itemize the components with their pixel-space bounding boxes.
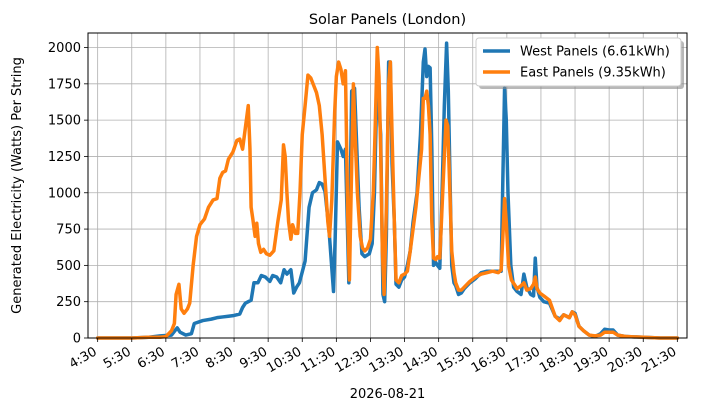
x-tick-label: 21:30: [639, 344, 679, 376]
x-tick-label: 11:30: [298, 344, 338, 376]
x-tick-label: 20:30: [605, 344, 645, 376]
x-tick-label: 4:30: [67, 344, 100, 372]
x-tick-label: 16:30: [469, 344, 509, 376]
x-tick-label: 14:30: [401, 344, 441, 376]
y-tick-label: 2000: [48, 41, 81, 56]
x-tick-label: 7:30: [169, 344, 202, 372]
x-tick-label: 9:30: [237, 344, 270, 372]
legend-label-east: East Panels (9.35kWh): [520, 66, 666, 81]
x-tick-label: 15:30: [435, 344, 475, 376]
y-tick-label: 1500: [48, 114, 81, 129]
chart-title: Solar Panels (London): [309, 12, 466, 28]
legend: West Panels (6.61kWh) East Panels (9.35k…: [475, 37, 684, 89]
x-tick-label: 12:30: [333, 344, 373, 376]
y-tick-label: 1250: [48, 150, 81, 165]
x-ticks: 4:30 5:30 6:30 7:30 8:30 9:3010:3011:3012:301…: [67, 338, 679, 376]
legend-label-west: West Panels (6.61kWh): [520, 45, 670, 60]
x-tick-label: 6:30: [135, 344, 168, 372]
x-tick-label: 17:30: [503, 344, 543, 376]
x-tick-label: 8:30: [203, 344, 236, 372]
y-tick-label: 0: [73, 332, 81, 347]
x-tick-label: 5:30: [101, 344, 134, 372]
x-tick-label: 10:30: [264, 344, 304, 376]
x-tick-label: 13:30: [367, 344, 407, 376]
y-tick-label: 500: [56, 259, 81, 274]
y-axis-label: Generated Electricity (Watts) Per String: [10, 57, 25, 314]
y-tick-label: 1750: [48, 77, 81, 92]
legend-box: [475, 37, 682, 87]
x-axis-label: 2026-08-21: [350, 387, 426, 402]
y-tick-label: 1000: [48, 186, 81, 201]
y-tick-label: 250: [56, 295, 81, 310]
y-tick-label: 750: [56, 223, 81, 238]
plot-frame: [87, 32, 688, 339]
series-layer: [95, 41, 680, 340]
x-tick-label: 19:30: [571, 344, 611, 376]
grid: [88, 33, 687, 339]
series-line-east: [95, 45, 680, 340]
y-ticks: 0 250 500 750 1000 1250 1500 1750 2000: [48, 41, 88, 347]
x-tick-label: 18:30: [537, 344, 577, 376]
